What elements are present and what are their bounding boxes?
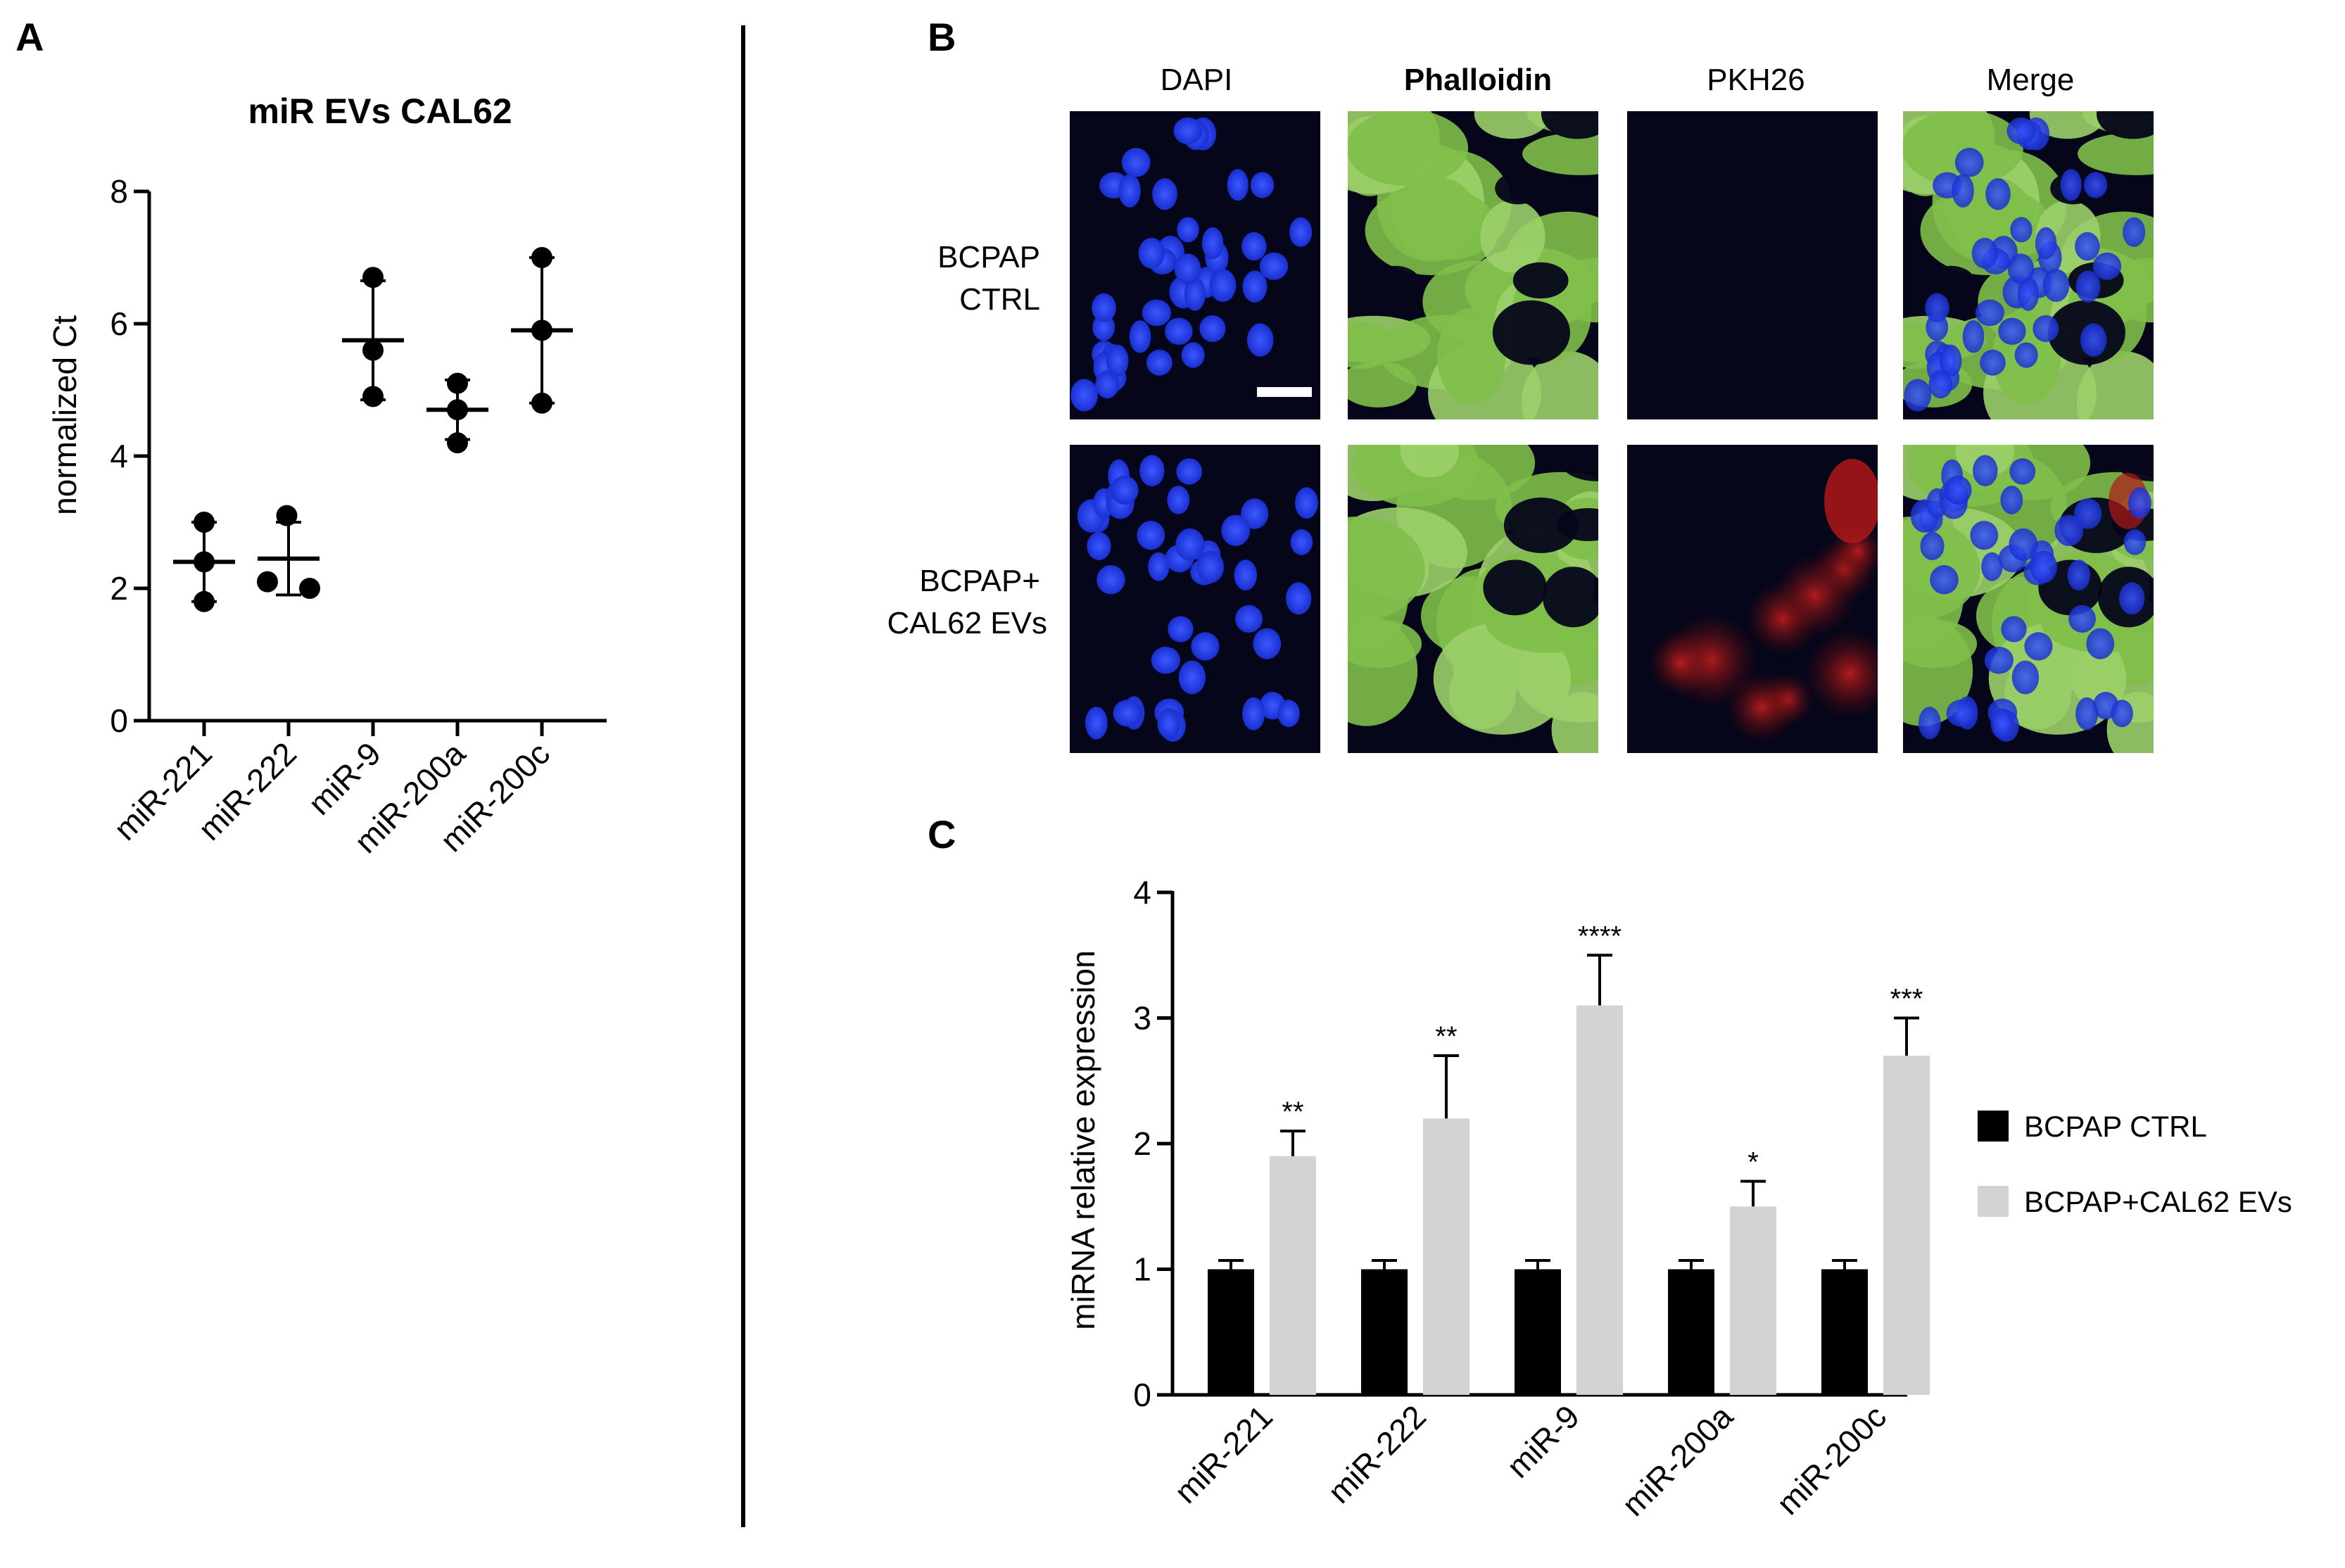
chart-a-point [447,432,468,454]
chart-c-y-tick-label: 4 [1133,874,1151,911]
panel-letter-b: B [928,15,956,59]
micrograph-merge-ctrl [1903,111,2154,419]
chart-a-point [362,267,384,289]
legend-swatch-evs [1978,1186,2009,1217]
row-label-ctrl-line1: BCPAP [937,240,1040,274]
micrograph-phalloidin-ctrl [1348,111,1598,419]
micrograph-grid: DAPI Phalloidin PKH26 Merge BCPAP CTRL B… [887,63,2154,753]
chart-c-y-label: miRNA relative expression [1065,950,1101,1329]
column-header-pkh26: PKH26 [1707,63,1804,97]
chart-a-point [194,551,215,573]
column-header-merge: Merge [1987,63,2075,97]
micrograph-phalloidin-evs [1348,445,1598,753]
panel-letter-c: C [928,812,956,856]
chart-c-bar-evs [1883,1056,1930,1395]
chart-a-point [257,571,278,593]
micrograph-pkh26-ctrl [1627,111,1878,419]
chart-c-bar-evs [1576,1005,1623,1395]
chart-a-point [362,386,384,407]
chart-a-point [276,505,298,526]
chart-c-y-tick-label: 0 [1133,1377,1151,1413]
chart-c-bar-ctrl [1515,1269,1561,1395]
chart-a-point [194,590,215,612]
chart-a-title: miR EVs CAL62 [248,91,512,131]
row-label-evs-line2: CAL62 EVs [887,606,1047,640]
chart-c-significance: * [1747,1147,1759,1178]
chart-c-significance: *** [1890,984,1923,1015]
legend-swatch-ctrl [1978,1111,2009,1142]
micrograph-pkh26-evs [1627,445,1878,753]
chart-a-point [447,399,468,421]
row-label-evs-line1: BCPAP+ [919,564,1040,598]
panel-letter-a: A [15,15,44,59]
chart-a-y-tick-label: 4 [110,438,128,474]
legend-label-ctrl: BCPAP CTRL [2024,1110,2207,1143]
chart-c-x-tick-label: miR-222 [1320,1398,1433,1510]
chart-c-x-tick-label: miR-221 [1167,1398,1279,1510]
chart-c-bar-evs [1270,1156,1316,1395]
chart-c-x-tick-label: miR-9 [1500,1398,1587,1485]
chart-a-y-tick-label: 8 [110,173,128,210]
chart-c-y-tick-label: 1 [1133,1251,1151,1288]
chart-a-y-tick-label: 2 [110,570,128,607]
chart-a-y-label: normalized Ct [46,315,83,515]
row-label-ctrl-line2: CTRL [959,282,1040,317]
chart-c-x-tick-label: miR-200a [1614,1398,1740,1523]
chart-a-y-tick-label: 0 [110,702,128,739]
scale-bar [1257,387,1312,397]
chart-c-bar-evs [1423,1118,1469,1395]
chart-c-x-tick-label: miR-200c [1769,1398,1893,1522]
legend-label-evs: BCPAP+CAL62 EVs [2024,1185,2292,1218]
chart-a-point [362,339,384,361]
chart-a-y-tick-label: 6 [110,305,128,342]
bar-chart-c: miRNA relative expression 0 1 2 3 4 miR-221 m… [1065,874,2292,1523]
chart-a-point [447,372,468,394]
chart-a-point [531,247,552,268]
chart-c-bar-evs [1730,1206,1776,1395]
column-header-dapi: DAPI [1161,63,1233,97]
chart-c-bar-ctrl [1668,1269,1714,1395]
chart-c-significance: **** [1578,921,1622,951]
micrograph-dapi-ctrl [1070,111,1320,419]
chart-a-point [531,392,552,414]
chart-c-significance: ** [1282,1096,1303,1127]
chart-c-bar-ctrl [1208,1269,1254,1395]
chart-a-point [299,578,320,599]
micrograph-dapi-evs [1070,445,1320,753]
chart-a-point [531,320,552,341]
chart-c-y-tick-label: 3 [1133,1000,1151,1037]
micrograph-merge-evs [1903,445,2154,753]
chart-c-bar-ctrl [1821,1269,1868,1395]
chart-c-y-tick-label: 2 [1133,1125,1151,1162]
chart-a-point [194,512,215,533]
chart-c-bar-ctrl [1361,1269,1408,1395]
column-header-phalloidin: Phalloidin [1404,63,1552,97]
chart-c-significance: ** [1435,1021,1457,1052]
